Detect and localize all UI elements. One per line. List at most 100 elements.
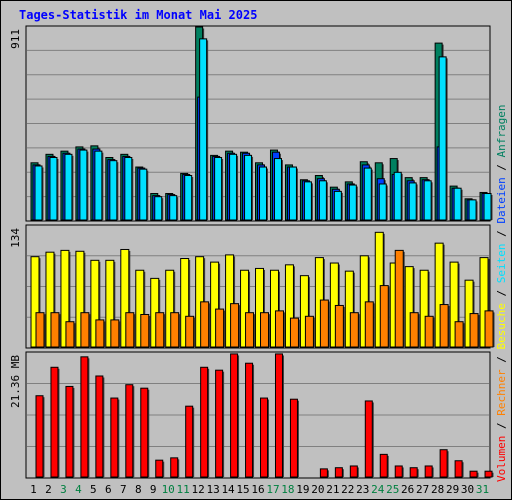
seiten-bar xyxy=(259,166,268,221)
seiten-bar xyxy=(199,38,208,221)
seiten-bar xyxy=(288,166,297,221)
besuche-bar xyxy=(180,258,190,348)
x-tick-label: 14 xyxy=(221,483,235,496)
volumen-bar xyxy=(454,460,463,478)
rechner-bar xyxy=(304,315,314,348)
volumen-bar xyxy=(125,384,134,478)
rechner-bar xyxy=(394,249,404,348)
rechner-bar xyxy=(484,310,494,348)
volumen-bar xyxy=(334,467,343,478)
rechner-bar xyxy=(170,312,180,348)
x-tick-label: 9 xyxy=(150,483,157,496)
rechner-bar xyxy=(469,313,479,348)
seiten-bar xyxy=(393,171,402,221)
volumen-bar xyxy=(319,468,328,478)
x-tick-label: 30 xyxy=(461,483,474,496)
volumen-bar xyxy=(364,400,373,478)
seiten-bar xyxy=(438,56,447,221)
volumen-bar xyxy=(349,465,358,478)
x-tick-label: 3 xyxy=(60,483,67,496)
x-tick-label: 1 xyxy=(30,483,37,496)
x-tick-label: 15 xyxy=(236,483,249,496)
besuche-bar xyxy=(60,249,70,348)
legend-entry: Dateien xyxy=(495,177,508,223)
rechner-bar xyxy=(200,301,210,348)
x-tick-label: 27 xyxy=(416,483,429,496)
legend-entry: Volumen xyxy=(495,436,508,482)
besuche-bar xyxy=(225,254,235,348)
rechner-bar xyxy=(245,312,255,348)
x-tick-label: 16 xyxy=(251,483,264,496)
x-tick-label: 12 xyxy=(192,483,205,496)
besuche-bar xyxy=(210,261,220,348)
right-legend: Volumen / Rechner / Besuche / Seiten / D… xyxy=(495,104,508,482)
x-tick-label: 22 xyxy=(341,483,354,496)
x-tick-label: 17 xyxy=(266,483,279,496)
seiten-bar xyxy=(49,157,58,221)
seiten-bar xyxy=(408,182,417,221)
rechner-bar xyxy=(349,312,359,348)
seiten-bar xyxy=(333,190,342,221)
seiten-bar xyxy=(94,150,103,221)
y-axis-max-label: 134 xyxy=(9,228,22,248)
rechner-bar xyxy=(65,321,75,348)
volumen-bar xyxy=(439,449,448,478)
seiten-bar xyxy=(423,180,432,221)
volumen-bar xyxy=(379,453,388,478)
x-tick-label: 26 xyxy=(401,483,414,496)
volumen-bar xyxy=(409,467,418,478)
rechner-bar xyxy=(230,303,240,348)
x-tick-label: 8 xyxy=(135,483,142,496)
besuche-bar xyxy=(135,269,145,348)
x-tick-label: 18 xyxy=(281,483,294,496)
rechner-bar xyxy=(50,312,60,348)
x-tick-label: 10 xyxy=(162,483,175,496)
seiten-bar xyxy=(169,195,178,221)
rechner-bar xyxy=(364,301,374,348)
rechner-bar xyxy=(334,304,344,348)
seiten-bar xyxy=(139,168,148,221)
x-tick-label: 20 xyxy=(311,483,324,496)
legend-entry: / xyxy=(495,283,508,303)
besuche-bar xyxy=(434,242,444,348)
y-axis-max-label: 21.36 MB xyxy=(9,355,22,408)
seiten-bar xyxy=(154,196,163,221)
x-tick-label: 31 xyxy=(476,483,489,496)
volumen-bar xyxy=(469,470,478,478)
x-tick-label: 4 xyxy=(75,483,82,496)
volumen-bar xyxy=(394,465,403,478)
legend-entry: / xyxy=(495,157,508,177)
seiten-bar xyxy=(378,183,387,221)
seiten-bar xyxy=(303,181,312,221)
rechner-bar xyxy=(155,312,165,348)
seiten-bar xyxy=(318,180,327,221)
x-axis-labels: 1 2 3 4 5 6 7 8 9 10 11 12 13 14 15 16 17 18 19 20 21 22 23 24 2… xyxy=(30,483,489,496)
x-tick-label: 13 xyxy=(206,483,219,496)
volumen-bar xyxy=(245,362,254,478)
legend-entry: Rechner xyxy=(495,369,508,416)
seiten-bar xyxy=(273,158,282,221)
legend-entry: Seiten xyxy=(495,244,508,284)
x-tick-label: 21 xyxy=(326,483,339,496)
besuche-bar xyxy=(479,257,489,348)
volumen-bar xyxy=(80,356,89,478)
x-tick-label: 5 xyxy=(90,483,97,496)
seiten-bar xyxy=(214,157,223,221)
x-tick-label: 11 xyxy=(177,483,190,496)
volumen-bar xyxy=(289,398,298,478)
legend-entry: / xyxy=(495,416,508,436)
seiten-bar xyxy=(109,160,118,221)
rechner-bar xyxy=(110,319,120,348)
rechner-bar xyxy=(424,315,434,348)
x-tick-label: 7 xyxy=(120,483,127,496)
besuche-bar xyxy=(45,251,55,348)
rechner-bar xyxy=(454,321,464,348)
panel-besuche: 134 xyxy=(9,224,495,349)
rechner-bar xyxy=(95,319,105,348)
x-tick-label: 29 xyxy=(446,483,459,496)
besuche-bar xyxy=(404,266,414,348)
rechner-bar xyxy=(125,312,135,348)
legend-entry: Besuche xyxy=(495,303,508,349)
rechner-bar xyxy=(35,312,45,348)
